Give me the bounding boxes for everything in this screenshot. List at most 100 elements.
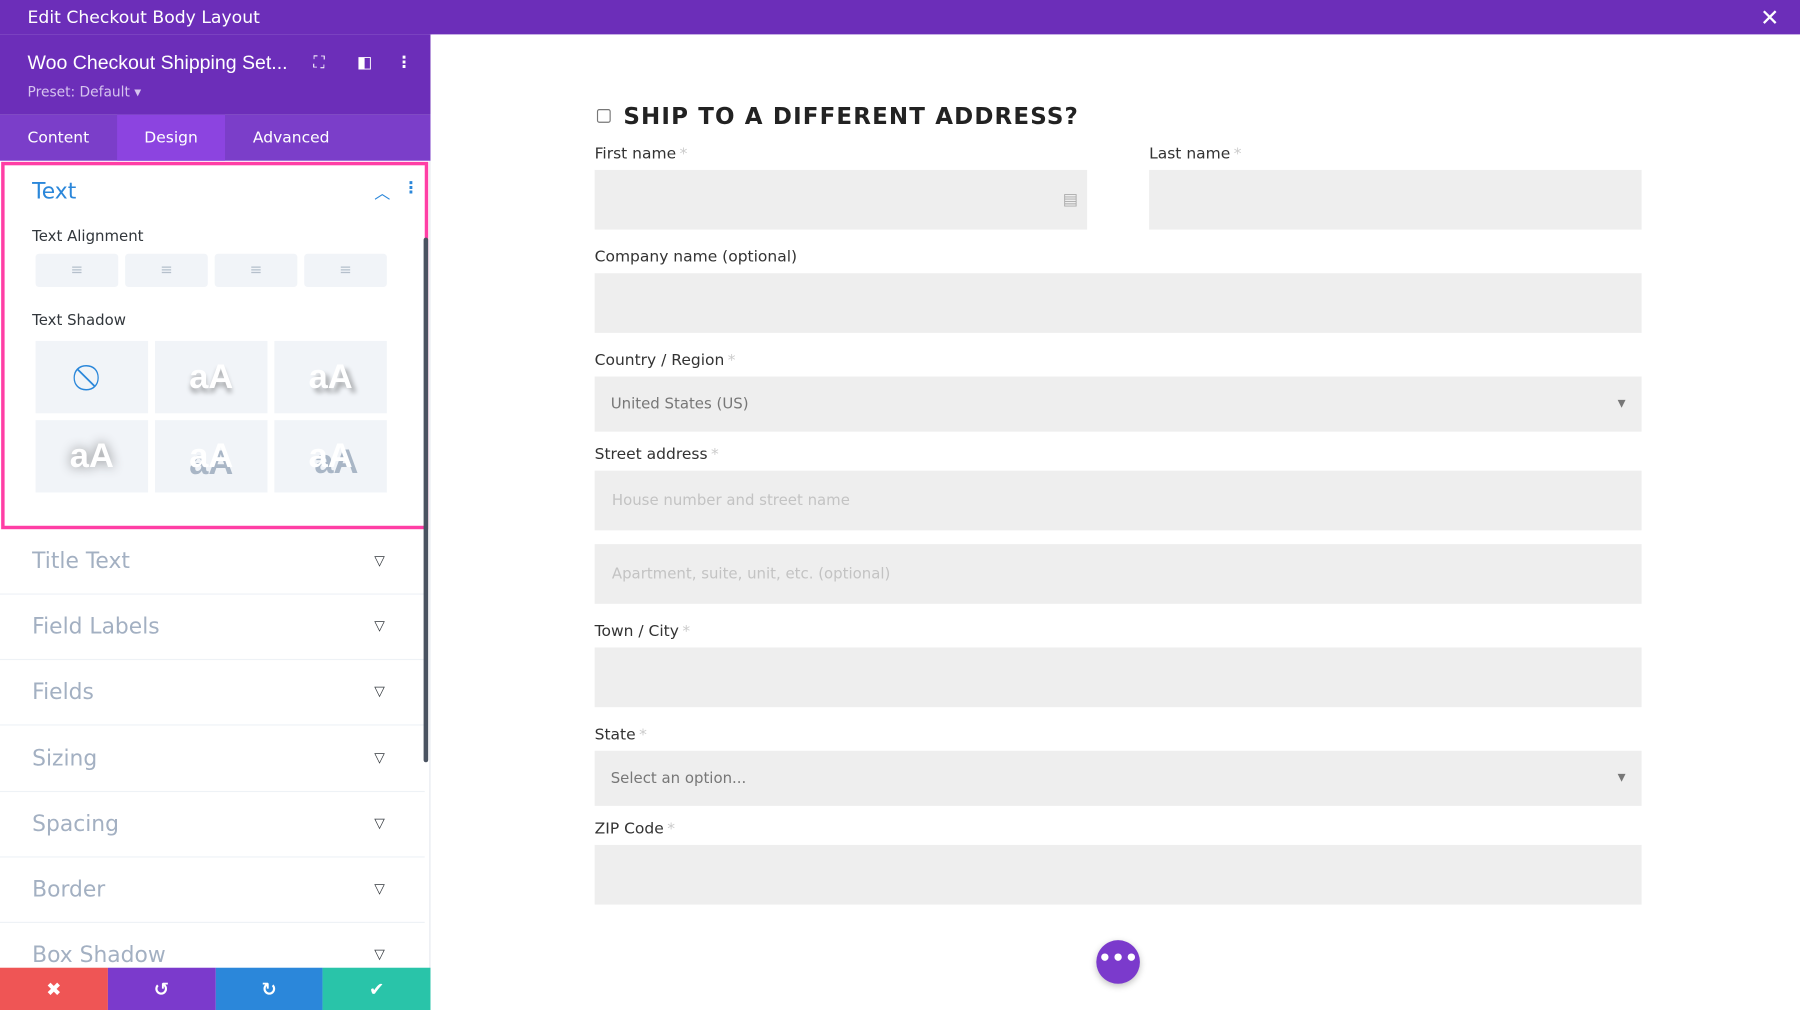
shadow-preset-5[interactable]: aA bbox=[274, 420, 387, 493]
section-title[interactable]: Text bbox=[32, 179, 77, 205]
align-center-button[interactable]: ≡ bbox=[125, 253, 208, 287]
panel-scrollbar[interactable] bbox=[423, 237, 429, 763]
street-label: Street address * bbox=[595, 445, 719, 463]
last-name-input[interactable] bbox=[1149, 169, 1642, 230]
text-shadow-label: Text Shadow bbox=[32, 312, 126, 330]
label-text: First name bbox=[594, 144, 677, 164]
chevron-down-icon: ▽ bbox=[374, 749, 385, 766]
module-title: Woo Checkout Shipping Set... bbox=[27, 51, 288, 74]
no-shadow-icon[interactable]: ⃠ bbox=[35, 340, 149, 414]
first-name-label: First name * bbox=[595, 145, 688, 163]
required-mark: * bbox=[679, 144, 688, 164]
ship-different-address: SHIP TO A DIFFERENT ADDRESS? bbox=[596, 102, 1080, 130]
more-actions-button[interactable]: ••• bbox=[1096, 940, 1140, 984]
label-text: Street address bbox=[594, 445, 708, 464]
accordion-label: Field Labels bbox=[32, 614, 160, 640]
required-mark: * bbox=[639, 725, 647, 744]
close-icon[interactable]: ✕ bbox=[1760, 3, 1780, 31]
align-left-button[interactable]: ≡ bbox=[35, 253, 119, 287]
more-options-icon[interactable]: ⋮ bbox=[396, 53, 413, 73]
panel-actions: ✖ ↺ ↻ ✔ bbox=[0, 967, 431, 1010]
text-section: Text ︿ ⋮ Text Alignment ≡ ≡ ≡ ≡ Text Sha… bbox=[1, 161, 429, 530]
state-label: State * bbox=[595, 726, 647, 744]
accordion-label: Box Shadow bbox=[32, 942, 166, 968]
zip-input[interactable] bbox=[594, 844, 1642, 905]
country-value: United States (US) bbox=[610, 395, 749, 413]
shadow-preset-2[interactable]: aA bbox=[274, 340, 387, 414]
company-label: Company name (optional) bbox=[594, 247, 798, 267]
placeholder: House number and street name bbox=[611, 491, 850, 510]
chevron-down-icon: ▽ bbox=[374, 880, 385, 897]
zip-label: ZIP Code * bbox=[595, 820, 675, 838]
ship-heading: SHIP TO A DIFFERENT ADDRESS? bbox=[623, 102, 1080, 130]
required-mark: * bbox=[682, 622, 691, 641]
chevron-down-icon: ▽ bbox=[374, 617, 385, 634]
text-shadow-presets: ⃠ aA aA aA aA aA bbox=[35, 340, 387, 493]
window-title: Edit Checkout Body Layout bbox=[27, 6, 260, 28]
state-value: Select an option... bbox=[610, 769, 747, 787]
required-mark: * bbox=[710, 445, 719, 464]
label-text: Town / City bbox=[594, 622, 679, 641]
save-button[interactable]: ✔ bbox=[322, 967, 431, 1010]
preset-label: Preset: Default bbox=[27, 83, 130, 100]
dropdown-arrow-icon: ▼ bbox=[1617, 398, 1626, 410]
required-mark: * bbox=[667, 819, 675, 839]
tab-content[interactable]: Content bbox=[27, 128, 90, 147]
accordion-label: Fields bbox=[32, 679, 94, 705]
align-right-button[interactable]: ≡ bbox=[214, 253, 298, 287]
city-label: Town / City * bbox=[595, 622, 690, 640]
label-text: State bbox=[594, 725, 636, 744]
required-mark: * bbox=[1233, 144, 1242, 164]
label-text: Country / Region bbox=[594, 351, 725, 370]
accordion-fields[interactable]: Fields ▽ bbox=[0, 660, 425, 726]
contact-card-icon[interactable]: ▤ bbox=[1062, 190, 1078, 209]
accordion-label: Sizing bbox=[32, 746, 98, 772]
chevron-down-icon: ▽ bbox=[374, 815, 385, 832]
section-menu-icon[interactable]: ⋮ bbox=[402, 179, 420, 198]
tab-design[interactable]: Design bbox=[116, 114, 226, 161]
country-select[interactable]: United States (US) ▼ bbox=[594, 376, 1642, 432]
shadow-preset-3[interactable]: aA bbox=[35, 420, 149, 493]
panel-tabs: Content Design Advanced bbox=[0, 114, 431, 161]
last-name-label: Last name * bbox=[1149, 145, 1241, 163]
chevron-down-icon: ▽ bbox=[374, 552, 385, 569]
shadow-preset-1[interactable]: aA bbox=[154, 340, 268, 414]
accordion-spacing[interactable]: Spacing ▽ bbox=[0, 792, 425, 858]
title-bar: Edit Checkout Body Layout ✕ bbox=[0, 0, 1800, 35]
dropdown-arrow-icon: ▼ bbox=[1617, 772, 1626, 785]
settings-panel: Woo Checkout Shipping Set... ⛶ ◧ ⋮ Prese… bbox=[0, 34, 431, 1010]
shadow-preset-4[interactable]: aA bbox=[154, 420, 268, 493]
accordion-field-labels[interactable]: Field Labels ▽ bbox=[0, 595, 425, 661]
text-alignment-label: Text Alignment bbox=[32, 228, 144, 246]
street-address-input[interactable]: House number and street name bbox=[594, 470, 1642, 531]
preset-dropdown[interactable]: Preset: Default ▾ bbox=[27, 83, 142, 100]
label-text: ZIP Code bbox=[594, 819, 664, 839]
accordion-label: Border bbox=[32, 877, 106, 903]
accordion-label: Title Text bbox=[32, 548, 130, 574]
placeholder: Apartment, suite, unit, etc. (optional) bbox=[611, 565, 891, 583]
fullscreen-icon[interactable]: ⛶ bbox=[313, 53, 325, 73]
chevron-down-icon: ▽ bbox=[374, 683, 385, 700]
redo-button[interactable]: ↻ bbox=[215, 967, 323, 1010]
required-mark: * bbox=[727, 351, 736, 370]
accordion-title-text[interactable]: Title Text ▽ bbox=[0, 529, 425, 595]
chevron-up-icon[interactable]: ︿ bbox=[374, 184, 391, 204]
text-alignment-control: ≡ ≡ ≡ ≡ bbox=[35, 253, 387, 287]
chevron-down-icon: ▽ bbox=[374, 945, 385, 962]
undo-button[interactable]: ↺ bbox=[107, 967, 216, 1010]
cancel-button[interactable]: ✖ bbox=[0, 967, 108, 1010]
panel-header: Woo Checkout Shipping Set... ⛶ ◧ ⋮ Prese… bbox=[0, 34, 431, 115]
tab-advanced[interactable]: Advanced bbox=[252, 128, 330, 147]
city-input[interactable] bbox=[594, 647, 1642, 708]
ship-different-checkbox[interactable] bbox=[596, 109, 611, 123]
first-name-input[interactable]: ▤ bbox=[594, 169, 1088, 230]
state-select[interactable]: Select an option... ▼ bbox=[594, 750, 1642, 806]
accordion-sizing[interactable]: Sizing ▽ bbox=[0, 727, 425, 793]
company-input[interactable] bbox=[594, 273, 1642, 333]
accordion-border[interactable]: Border ▽ bbox=[0, 858, 425, 923]
street-address-2-input[interactable]: Apartment, suite, unit, etc. (optional) bbox=[594, 544, 1642, 604]
accordion-label: Spacing bbox=[32, 811, 119, 837]
country-label: Country / Region * bbox=[595, 351, 736, 369]
split-view-icon[interactable]: ◧ bbox=[357, 53, 373, 73]
align-justify-button[interactable]: ≡ bbox=[304, 253, 387, 287]
